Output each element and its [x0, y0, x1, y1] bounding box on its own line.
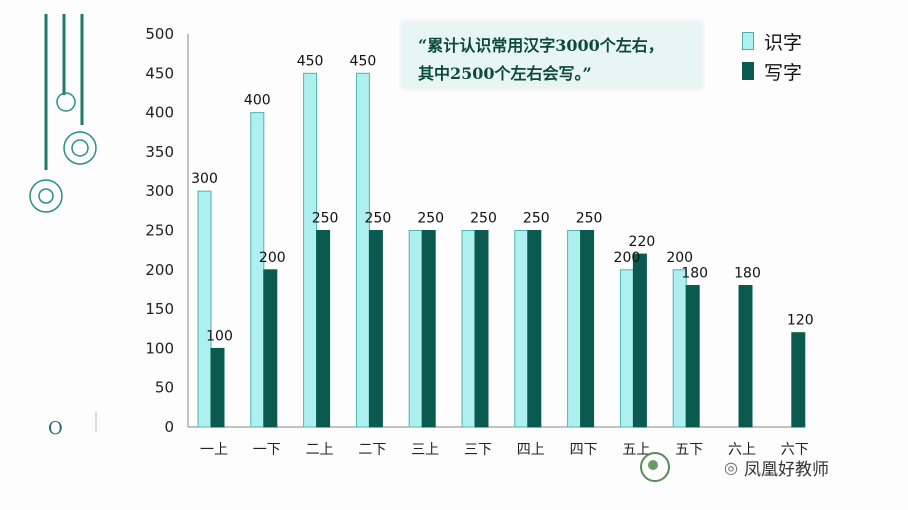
x-tick-label: 六上: [728, 442, 756, 458]
bar-write: [210, 347, 225, 428]
bar-recognize: [567, 230, 582, 428]
y-tick-label: 200: [145, 261, 174, 279]
bar-write: [421, 230, 436, 428]
x-tick-label: 二下: [358, 442, 386, 458]
bar-recognize: [619, 269, 634, 428]
bar-write: [791, 332, 806, 428]
data-label: 100: [206, 328, 233, 344]
data-label: 250: [365, 211, 392, 227]
quote-line-1: “累计认识常用汉字3000个左右，: [418, 36, 664, 55]
data-label: 180: [681, 266, 708, 282]
x-tick-label: 三下: [464, 442, 492, 458]
data-label: 120: [787, 313, 814, 329]
bar-write: [580, 230, 595, 428]
legend: 识字 写字: [742, 26, 802, 86]
quote-line-2: 其中2500个左右会写。”: [418, 64, 592, 83]
legend-label-write: 写字: [764, 61, 803, 84]
bar-recognize: [355, 72, 370, 428]
data-label: 250: [312, 211, 339, 227]
decoration-graphic: [29, 14, 97, 432]
x-tick-label: 五上: [622, 442, 650, 458]
bar-recognize: [250, 112, 265, 428]
quote-note: “累计认识常用汉字3000个左右， 其中2500个左右会写。”: [402, 22, 702, 88]
bar-write: [474, 230, 489, 428]
bar-write: [685, 285, 700, 428]
x-tick-label: 三上: [411, 442, 439, 458]
legend-item-recognize: 识字: [742, 26, 802, 56]
data-label: 220: [629, 234, 656, 250]
data-label: 250: [576, 211, 603, 227]
legend-item-write: 写字: [742, 56, 802, 86]
bar-write: [316, 230, 331, 428]
x-tick-label: 四上: [517, 442, 545, 458]
x-axis: 一上 一下 二上 二下 三上 三下 四上 四下 五上 五下 六上 六下: [200, 442, 809, 458]
x-tick-label: 二上: [306, 442, 334, 458]
data-label: 300: [191, 171, 218, 187]
watermark-text: 凤凰好教师: [743, 459, 829, 480]
decoration-letter: O: [48, 418, 63, 439]
x-tick-label: 一下: [253, 442, 281, 458]
data-label: 200: [614, 250, 641, 266]
data-label: 400: [244, 93, 271, 109]
data-label: 450: [350, 53, 377, 69]
y-tick-label: 250: [145, 222, 174, 240]
data-label: 200: [259, 250, 286, 266]
bar-write: [263, 269, 278, 428]
data-label: 250: [470, 211, 497, 227]
y-axis: 0 50 100 150 200 250 300 350 400 450 500: [145, 25, 800, 436]
x-tick-label: 一上: [200, 442, 228, 458]
bar-recognize: [303, 72, 318, 428]
bar-recognize: [672, 269, 687, 428]
legend-label-recognize: 识字: [764, 31, 803, 54]
y-tick-label: 50: [155, 379, 174, 397]
wechat-icon: ◎: [724, 457, 738, 477]
y-tick-label: 0: [164, 418, 174, 436]
x-tick-label: 四下: [570, 442, 598, 458]
data-label: 250: [523, 211, 550, 227]
data-label: 250: [417, 211, 444, 227]
y-tick-label: 300: [145, 182, 174, 200]
bars: [197, 72, 806, 428]
bar-write: [368, 230, 383, 428]
watermark: ◎ 凤凰好教师: [640, 452, 829, 482]
publisher-seal-icon: [640, 452, 670, 482]
bar-recognize: [197, 190, 212, 428]
bar-write: [738, 285, 753, 428]
data-label: 180: [734, 266, 761, 282]
bar-recognize: [461, 230, 476, 428]
data-labels: 300 400 450 450 200 200 100 200 250 250 250 250 250 2…: [191, 53, 814, 344]
bar-recognize: [514, 230, 529, 428]
y-tick-label: 100: [145, 339, 174, 357]
y-tick-label: 450: [145, 64, 174, 82]
y-tick-label: 400: [145, 104, 174, 122]
legend-swatch-recognize: [742, 32, 754, 50]
data-label: 200: [666, 250, 693, 266]
data-label: 450: [297, 53, 324, 69]
legend-swatch-write: [742, 62, 754, 80]
x-tick-label: 五下: [675, 442, 703, 458]
y-tick-label: 500: [145, 25, 174, 43]
bar-write: [527, 230, 542, 428]
y-tick-label: 150: [145, 300, 174, 318]
flower-ornament: [29, 92, 97, 213]
bar-recognize: [408, 230, 423, 428]
y-tick-label: 350: [145, 143, 174, 161]
bar-write: [632, 253, 647, 428]
x-tick-label: 六下: [781, 442, 809, 458]
